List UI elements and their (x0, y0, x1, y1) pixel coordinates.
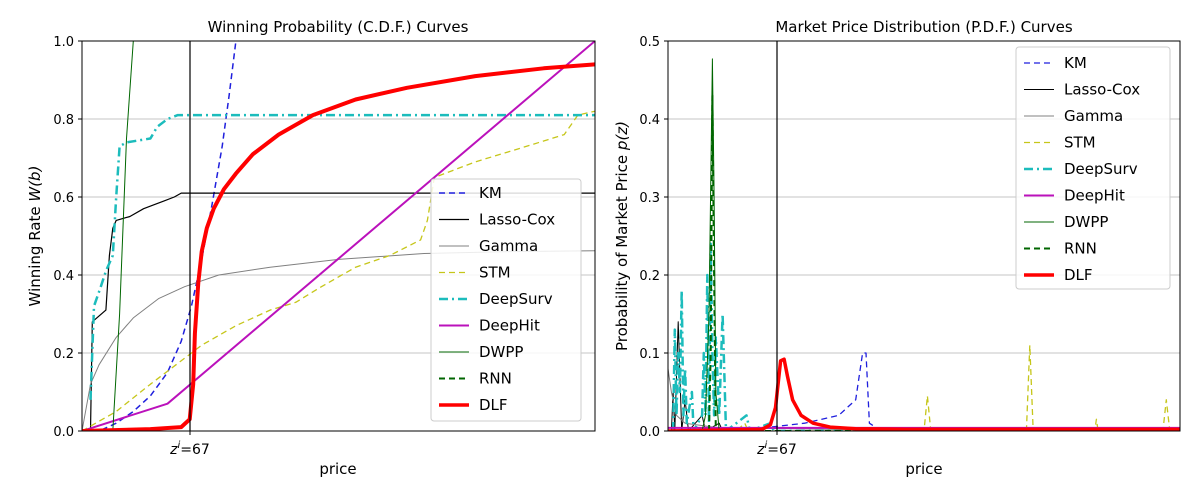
cdf-series-line-gamma (82, 250, 595, 431)
pdf-legend-label-dwpp: DWPP (1064, 213, 1108, 231)
cdf-xtick-z: z (169, 442, 178, 458)
pdf-legend: KM Lasso-Cox Gamma STM DeepSurv DeepHit DWPP RN… (1015, 46, 1171, 290)
pdf-ytick-label-0: 0.0 (639, 425, 660, 440)
pdf-ylabel-text: Probability of Market Price (613, 150, 631, 351)
cdf-series-line-dwpp (112, 41, 134, 431)
pdf-legend-label-rnn: RNN (1064, 240, 1097, 258)
cdf-legend-label-dwpp: DWPP (479, 343, 523, 361)
pdf-title: Market Price Distribution (P.D.F.) Curve… (775, 18, 1072, 36)
pdf-series-line-deepsurv (671, 242, 1180, 431)
pdf-y-axis: 0.0 0.1 0.2 0.3 0.4 0.5 (639, 35, 668, 440)
pdf-legend-label-lasso-cox: Lasso-Cox (1064, 81, 1140, 99)
pdf-series-line-gamma (668, 368, 1180, 431)
pdf-ylabel-math: p(z) (613, 121, 631, 151)
pdf-legend-label-deephit: DeepHit (1064, 187, 1125, 205)
cdf-legend-label-rnn: RNN (479, 370, 512, 388)
cdf-series-line-stm (82, 110, 595, 431)
cdf-legend-box (430, 178, 582, 422)
cdf-ylabel: Winning Rate W(b) (26, 166, 44, 307)
cdf-legend-label-deepsurv: DeepSurv (479, 290, 553, 308)
pdf-legend-label-km: KM (1064, 54, 1087, 72)
cdf-series-line-deepsurv (89, 113, 595, 400)
pdf-series-line-rnn (708, 94, 1180, 431)
pdf-series-line-dlf (668, 357, 1180, 431)
cdf-legend-label-stm: STM (479, 264, 511, 282)
cdf-panel: Winning Probability (C.D.F.) Curves 0.0 … (26, 18, 596, 478)
pdf-xtick-sup: i (765, 440, 768, 451)
cdf-y-axis: 0.0 0.2 0.4 0.6 0.8 1.0 (53, 35, 82, 440)
cdf-xtick-value: =67 (180, 442, 210, 458)
pdf-xtick-value: =67 (767, 442, 797, 458)
cdf-legend: KM Lasso-Cox Gamma STM DeepSurv DeepHit DWPP RN… (430, 178, 582, 422)
cdf-ylabel-text: Winning Rate (26, 202, 44, 307)
cdf-xtick-sup: i (178, 440, 181, 451)
pdf-panel: Market Price Distribution (P.D.F.) Curve… (613, 18, 1181, 478)
pdf-ytick-label-1: 0.1 (639, 347, 660, 362)
cdf-series-layer (82, 41, 595, 431)
cdf-legend-label-gamma: Gamma (479, 237, 538, 255)
cdf-ytick-label-2: 0.4 (53, 269, 74, 284)
pdf-ytick-label-4: 0.4 (639, 113, 660, 128)
cdf-legend-label-dlf: DLF (479, 396, 508, 414)
pdf-xtick-label: zi=67 (756, 440, 797, 458)
pdf-legend-label-deepsurv: DeepSurv (1064, 160, 1138, 178)
cdf-ytick-label-3: 0.6 (53, 191, 74, 206)
pdf-ytick-label-5: 0.5 (639, 35, 660, 50)
cdf-series-line-km (82, 41, 237, 431)
cdf-legend-label-lasso-cox: Lasso-Cox (479, 211, 555, 229)
pdf-ytick-label-2: 0.2 (639, 269, 660, 284)
pdf-series-line-km (702, 352, 1180, 431)
pdf-legend-label-stm: STM (1064, 134, 1096, 152)
cdf-plot-frame (81, 40, 596, 432)
cdf-title: Winning Probability (C.D.F.) Curves (208, 18, 469, 36)
cdf-ytick-label-1: 0.2 (53, 347, 74, 362)
pdf-legend-label-gamma: Gamma (1064, 107, 1123, 125)
cdf-ytick-label-0: 0.0 (53, 425, 74, 440)
pdf-xlabel: price (905, 460, 942, 478)
pdf-xtick-z: z (756, 442, 765, 458)
cdf-ytick-label-5: 1.0 (53, 35, 74, 50)
cdf-series-line-lasso-cox (89, 192, 595, 431)
cdf-legend-label-deephit: DeepHit (479, 317, 540, 335)
pdf-series-line-dwpp (701, 58, 1180, 431)
pdf-legend-box (1015, 46, 1171, 290)
cdf-ylabel-math: W(b) (26, 166, 44, 202)
cdf-ytick-label-4: 0.8 (53, 113, 74, 128)
pdf-legend-label-dlf: DLF (1064, 266, 1093, 284)
cdf-series-line-deephit (82, 41, 595, 431)
cdf-legend-label-km: KM (479, 184, 502, 202)
pdf-ylabel: Probability of Market Price p(z) (613, 121, 631, 351)
pdf-ytick-label-3: 0.3 (639, 191, 660, 206)
pdf-series-layer (668, 58, 1180, 431)
pdf-plot-frame (667, 40, 1181, 432)
cdf-xtick-label: zi=67 (169, 440, 210, 458)
cdf-xlabel: price (319, 460, 356, 478)
